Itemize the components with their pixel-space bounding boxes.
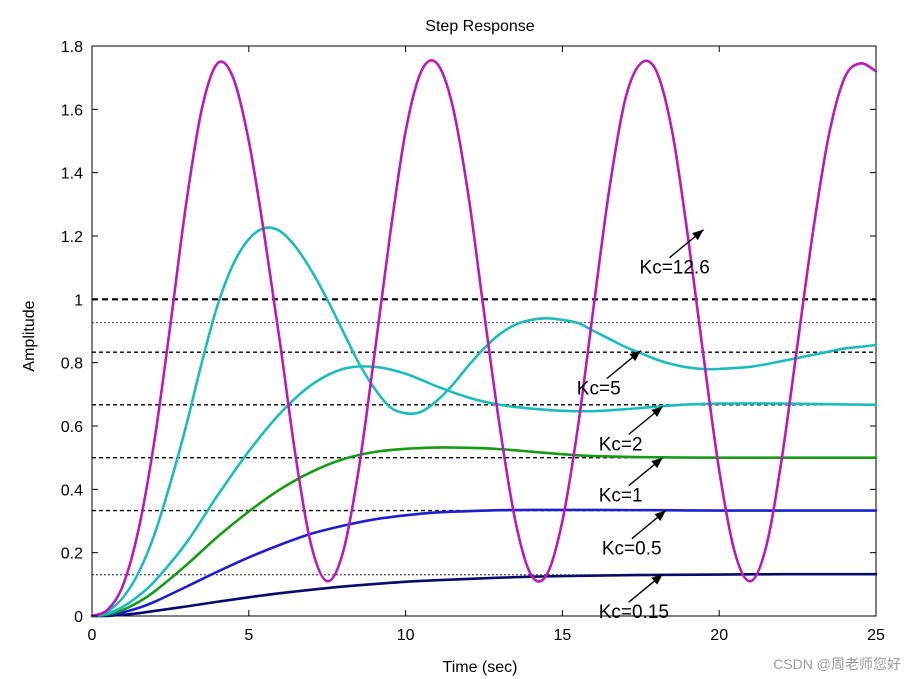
y-tick-label: 0.4	[61, 482, 83, 499]
series-line-kc-5	[90, 226, 878, 618]
x-tick-label: 20	[710, 627, 728, 644]
axis-ticks: 0 5 10 15 20 25 0 0.2 0.4 0.6 0.8 1 1.2 1.4 1.6 1.8	[61, 39, 885, 644]
annotation-arrowhead-0	[692, 229, 704, 241]
annotations: Kc=12.6 Kc=5 Kc=2 Kc=1 Kc=0.5 Kc=0.15	[577, 229, 710, 623]
watermark: CSDN @周老师您好	[773, 656, 901, 672]
annotation-label-4: Kc=0.5	[602, 539, 662, 560]
annotation-arrowhead-1	[629, 350, 641, 362]
y-tick-label: 0.2	[61, 546, 83, 563]
y-tick-label: 1.2	[61, 229, 83, 246]
x-axis-label: Time (sec)	[443, 659, 518, 676]
series-line-kc-0-5	[90, 508, 878, 618]
x-tick-label: 5	[244, 627, 253, 644]
y-tick-label: 0.6	[61, 419, 83, 436]
series-lines	[90, 59, 878, 618]
annotation-arrowhead-3	[651, 457, 663, 469]
series-line-kc-12-6	[90, 59, 878, 618]
y-tick-label: 1.8	[61, 39, 83, 56]
series-line-kc-1	[90, 446, 878, 618]
series-line-kc-0-15	[90, 572, 878, 618]
annotation-label-0: Kc=12.6	[640, 258, 710, 279]
plot-frame	[91, 45, 877, 617]
annotation-label-3: Kc=1	[599, 486, 643, 507]
x-tick-label: 25	[867, 627, 885, 644]
y-tick-label: 1	[74, 292, 83, 309]
y-axis-label: Amplitude	[21, 300, 38, 371]
y-tick-label: 1.6	[61, 102, 83, 119]
annotation-label-1: Kc=5	[577, 379, 621, 400]
annotation-label-2: Kc=2	[599, 434, 643, 455]
annotation-arrowhead-5	[651, 574, 663, 585]
chart-title: Step Response	[425, 18, 535, 35]
annotation-label-5: Kc=0.15	[599, 602, 669, 623]
annotation-arrowhead-2	[651, 406, 663, 417]
y-tick-label: 0	[74, 609, 83, 626]
x-tick-label: 15	[554, 627, 572, 644]
y-tick-label: 1.4	[61, 166, 83, 183]
y-tick-label: 0.8	[61, 356, 83, 373]
x-tick-label: 10	[397, 627, 415, 644]
annotation-arrowhead-4	[654, 510, 666, 522]
series-line-kc-2	[90, 365, 878, 618]
x-tick-label: 0	[88, 627, 97, 644]
